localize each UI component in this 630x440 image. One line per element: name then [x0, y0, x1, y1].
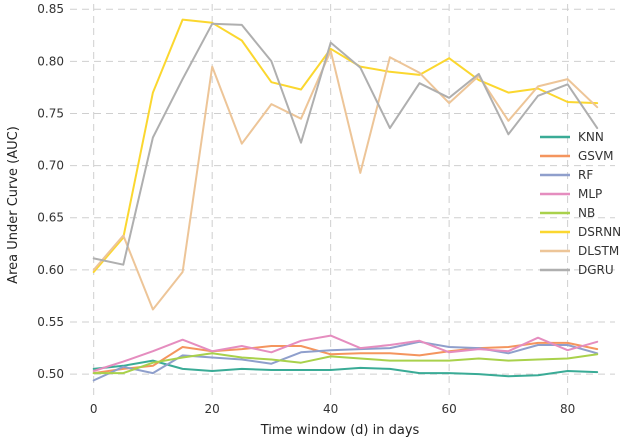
legend-label: GSVM — [578, 149, 613, 163]
legend-item-gsvm: GSVM — [540, 149, 613, 163]
legend-item-dlstm: DLSTM — [540, 244, 619, 258]
series-line-mlp — [92, 334, 599, 372]
tick-labels: 0 20 40 60 80 0.50 0.55 0.60 0.65 0.70 0.75 0.80 0.8… — [37, 2, 575, 416]
series-lines — [92, 18, 599, 382]
legend-label: DSRNN — [578, 225, 621, 239]
series-line-dgru — [92, 22, 599, 266]
y-tick-label: 0.70 — [37, 159, 64, 173]
y-tick-label: 0.65 — [37, 211, 64, 225]
legend-label: DGRU — [578, 263, 614, 277]
y-tick-label: 0.50 — [37, 367, 64, 381]
x-tick-label: 0 — [90, 402, 98, 416]
series-line-gsvm — [92, 341, 599, 375]
legend-item-rf: RF — [540, 168, 593, 182]
series-line-dsrnn — [92, 18, 599, 273]
legend-label: KNN — [578, 130, 604, 144]
legend-label: NB — [578, 206, 595, 220]
y-axis-label: Area Under Curve (AUC) — [6, 126, 21, 284]
legend-item-nb: NB — [540, 206, 595, 220]
x-tick-label: 40 — [323, 402, 338, 416]
x-tick-label: 20 — [205, 402, 220, 416]
series-line-dlstm — [92, 49, 599, 311]
x-axis-label: Time window (d) in days — [260, 423, 420, 438]
legend-item-knn: KNN — [540, 130, 604, 144]
x-tick-label: 60 — [441, 402, 456, 416]
series-line-nb — [92, 352, 599, 375]
legend-item-mlp: MLP — [540, 187, 602, 201]
legend-item-dgru: DGRU — [540, 263, 614, 277]
legend: KNN GSVM RF MLP NB DSRNN DLSTM DGRU — [540, 130, 621, 277]
y-tick-label: 0.85 — [37, 2, 64, 16]
x-tick-label: 80 — [560, 402, 575, 416]
legend-label: DLSTM — [578, 244, 619, 258]
series-line-knn — [92, 359, 599, 378]
y-tick-label: 0.80 — [37, 54, 64, 68]
legend-label: MLP — [578, 187, 602, 201]
grid — [70, 4, 615, 395]
y-tick-label: 0.55 — [37, 315, 64, 329]
legend-label: RF — [578, 168, 593, 182]
y-tick-label: 0.75 — [37, 106, 64, 120]
y-tick-label: 0.60 — [37, 263, 64, 277]
legend-item-dsrnn: DSRNN — [540, 225, 621, 239]
